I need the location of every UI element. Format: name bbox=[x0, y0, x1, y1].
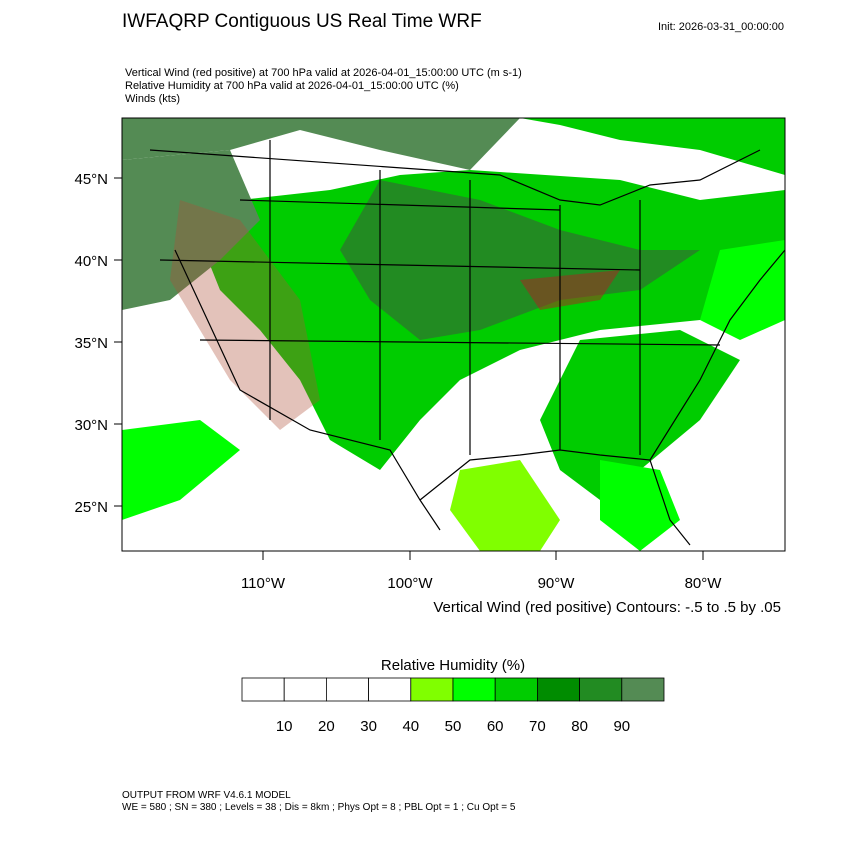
subtitle: Relative Humidity at 700 hPa valid at 20… bbox=[125, 80, 459, 92]
colorbar-box bbox=[537, 677, 581, 702]
subtitle: Vertical Wind (red positive) at 700 hPa … bbox=[125, 67, 522, 79]
lon-label: 110°W bbox=[241, 575, 286, 592]
lon-label: 80°W bbox=[685, 575, 723, 592]
colorbar-label: 80 bbox=[571, 718, 588, 735]
init-time: Init: 2026-03-31_00:00:00 bbox=[658, 21, 784, 33]
lat-label: 25°N bbox=[74, 499, 108, 516]
colorbar-box bbox=[368, 677, 412, 702]
colorbar-box bbox=[579, 677, 623, 702]
title: IWFAQRP Contiguous US Real Time WRF bbox=[122, 11, 482, 32]
contour-note: Vertical Wind (red positive) Contours: -… bbox=[433, 599, 781, 616]
colorbar-label: 60 bbox=[487, 718, 504, 735]
colorbar-label: 40 bbox=[402, 718, 419, 735]
lat-label: 45°N bbox=[74, 171, 108, 188]
colorbar-label: 10 bbox=[276, 718, 293, 735]
colorbar-box bbox=[241, 677, 285, 702]
colorbar-box bbox=[325, 677, 369, 702]
lat-label: 30°N bbox=[74, 417, 108, 434]
footer: WE = 580 ; SN = 380 ; Levels = 38 ; Dis … bbox=[122, 802, 516, 813]
map: 45°N 40°N 35°N 30°N 25°N 110°W 100°W 90°… bbox=[74, 117, 786, 616]
map-frame bbox=[121, 117, 786, 552]
colorbar-label: 30 bbox=[360, 718, 377, 735]
colorbar-box bbox=[283, 677, 327, 702]
colorbar-label: 20 bbox=[318, 718, 335, 735]
colorbar-label: 70 bbox=[529, 718, 546, 735]
colorbar-box bbox=[410, 677, 454, 702]
axis-ticks bbox=[114, 177, 704, 560]
boundaries bbox=[149, 140, 785, 546]
lat-label: 35°N bbox=[74, 335, 108, 352]
colorbar-box bbox=[621, 677, 665, 702]
subtitle: Winds (kts) bbox=[125, 93, 180, 105]
colorbar-box bbox=[452, 677, 496, 702]
lon-label: 90°W bbox=[538, 575, 576, 592]
colorbar-label: 50 bbox=[445, 718, 462, 735]
colorbar: 10 20 30 40 50 60 70 80 90 bbox=[241, 677, 665, 735]
colorbar-label: 90 bbox=[613, 718, 630, 735]
colorbar-title: Relative Humidity (%) bbox=[381, 657, 525, 674]
lon-label: 100°W bbox=[387, 575, 433, 592]
colorbar-box bbox=[494, 677, 538, 702]
lat-label: 40°N bbox=[74, 253, 108, 270]
humidity-fill bbox=[122, 118, 785, 551]
footer: OUTPUT FROM WRF V4.6.1 MODEL bbox=[122, 790, 291, 801]
